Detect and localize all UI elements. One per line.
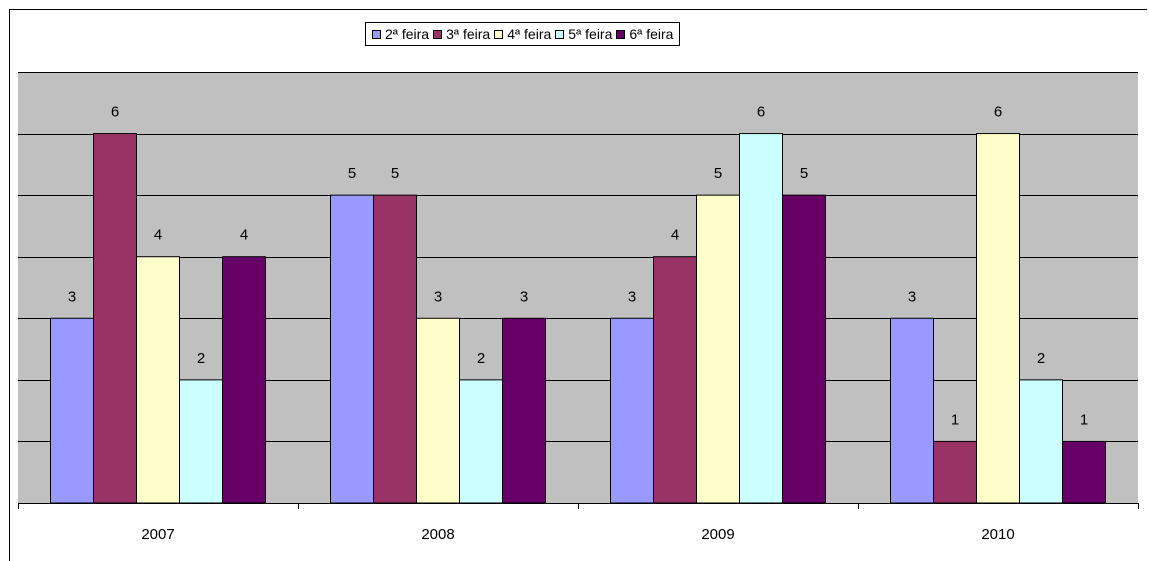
- bar: [136, 256, 180, 504]
- data-labels: 3 6 4 2 4 5 5 3 2 3 3 4 5 6 5 3 1 6 2 1: [68, 104, 1088, 429]
- bar: [330, 194, 374, 504]
- x-tick-label: 2007: [141, 526, 174, 543]
- x-axis: 2007 2008 2009 2010: [18, 503, 1139, 543]
- data-label: 3: [908, 288, 916, 305]
- bar: [739, 133, 783, 504]
- bar: [222, 256, 266, 504]
- data-label: 3: [520, 288, 528, 305]
- legend-label: 2ª feira: [385, 26, 430, 42]
- bar: [653, 256, 697, 504]
- data-label: 2: [197, 350, 205, 367]
- data-label: 3: [628, 288, 636, 305]
- bar: [502, 317, 546, 504]
- data-label: 6: [111, 104, 119, 121]
- gridlines: [18, 72, 1138, 442]
- data-label: 2: [477, 350, 485, 367]
- bar: [610, 317, 654, 504]
- data-label: 6: [994, 104, 1002, 121]
- bar: [459, 379, 503, 504]
- legend-label: 3ª feira: [446, 26, 491, 42]
- bar: [416, 317, 460, 504]
- data-label: 5: [800, 165, 808, 182]
- bars: [50, 133, 1106, 504]
- data-label: 3: [68, 288, 76, 305]
- bar: [1019, 379, 1063, 504]
- legend-swatch: [555, 29, 565, 39]
- bar: [1062, 440, 1106, 504]
- data-label: 6: [757, 104, 765, 121]
- bar: [890, 317, 934, 504]
- bar: [782, 194, 826, 504]
- legend-item: 2ª feira: [372, 26, 429, 42]
- x-tick-label: 2010: [981, 526, 1014, 543]
- data-label: 5: [348, 165, 356, 182]
- legend-item: 6ª feira: [616, 26, 673, 42]
- bar: [976, 133, 1020, 504]
- bar: [373, 194, 417, 504]
- data-label: 1: [1080, 411, 1088, 428]
- legend-label: 4ª feira: [507, 26, 552, 42]
- data-label: 4: [671, 227, 679, 244]
- data-label: 1: [951, 411, 959, 428]
- legend-item: 3ª feira: [433, 26, 490, 42]
- data-label: 5: [714, 165, 722, 182]
- data-label: 2: [1037, 350, 1045, 367]
- x-tick-label: 2008: [421, 526, 454, 543]
- legend-label: 5ª feira: [568, 26, 613, 42]
- legend-item: 5ª feira: [555, 26, 612, 42]
- bar: [696, 194, 740, 504]
- data-label: 4: [154, 227, 162, 244]
- bar: [93, 133, 137, 504]
- legend-label: 6ª feira: [629, 26, 674, 42]
- bar: [179, 379, 223, 504]
- legend-swatch: [494, 29, 504, 39]
- data-label: 3: [434, 288, 442, 305]
- data-label: 5: [391, 165, 399, 182]
- bar: [933, 440, 977, 504]
- legend-swatch: [433, 29, 443, 39]
- bar: [50, 317, 94, 504]
- legend-swatch: [616, 29, 626, 39]
- legend-item: 4ª feira: [494, 26, 551, 42]
- legend-swatch: [372, 29, 381, 39]
- data-label: 4: [240, 227, 248, 244]
- x-tick-label: 2009: [701, 526, 734, 543]
- legend: 2ª feira 3ª feira 4ª feira 5ª feira 6ª feira: [365, 22, 681, 46]
